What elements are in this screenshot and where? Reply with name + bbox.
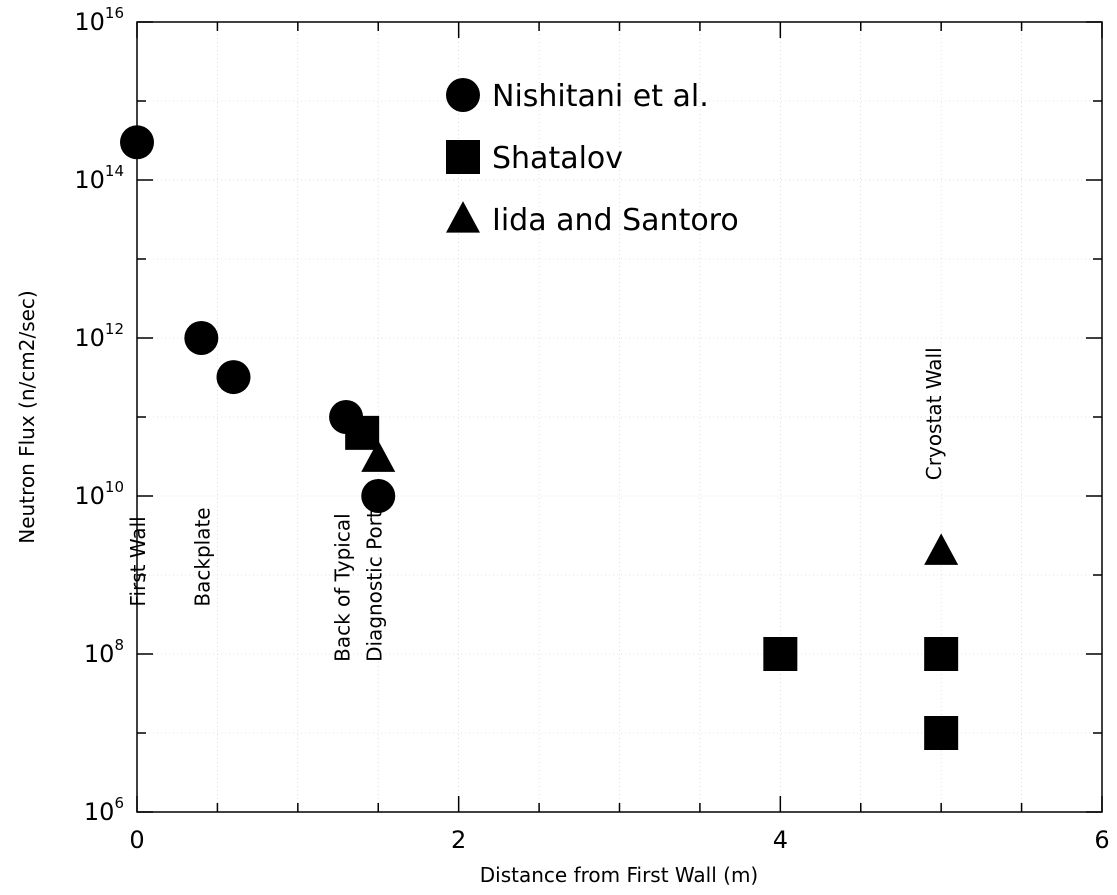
y-axis-label: Neutron Flux (n/cm2/sec) xyxy=(15,290,39,543)
annotation-label: Back of Typical xyxy=(330,513,354,662)
data-point-triangle xyxy=(361,440,396,472)
data-point-triangle xyxy=(924,533,959,565)
data-point-square xyxy=(924,637,959,671)
x-axis-label: Distance from First Wall (m) xyxy=(480,863,758,887)
annotation-label: First Wall xyxy=(126,516,150,606)
legend-marker-square xyxy=(446,140,480,174)
y-tick-label: 1010 xyxy=(74,478,124,510)
data-point-square xyxy=(763,637,798,671)
legend: Nishitani et al. Shatalov Iida and Santoro xyxy=(446,78,739,238)
legend-marker-triangle xyxy=(446,201,480,233)
data-point-circle xyxy=(120,125,154,160)
legend-label: Nishitani et al. xyxy=(492,79,709,114)
annotation-label: Backplate xyxy=(190,507,214,606)
y-tick-label: 1014 xyxy=(74,162,124,194)
x-tick-label: 4 xyxy=(773,826,788,854)
legend-marker-circle xyxy=(446,78,480,112)
y-tick-label: 108 xyxy=(84,636,124,668)
x-tick-label: 2 xyxy=(451,826,466,854)
annotation-layer: First Wall Backplate Back of Typical Diagno… xyxy=(126,347,946,662)
data-point-circle xyxy=(184,321,219,355)
x-tick-label: 6 xyxy=(1094,826,1109,854)
data-point-square xyxy=(924,716,959,750)
annotation-label: Diagnostic Port xyxy=(362,510,386,662)
tick-layer xyxy=(136,21,1103,813)
tick-label-layer: 0 2 4 6 106 108 1010 1012 1014 1016 xyxy=(74,4,1109,854)
data-point-circle xyxy=(361,479,396,513)
annotation-label: Cryostat Wall xyxy=(922,347,946,480)
y-tick-label: 106 xyxy=(84,794,124,826)
y-tick-label: 1016 xyxy=(74,4,124,36)
y-tick-label: 1012 xyxy=(74,320,124,352)
x-tick-label: 0 xyxy=(129,826,144,854)
data-point-circle xyxy=(216,360,251,395)
legend-label: Iida and Santoro xyxy=(492,203,739,238)
marker-layer xyxy=(120,125,959,750)
legend-label: Shatalov xyxy=(492,141,623,176)
data-point-square xyxy=(345,415,380,450)
